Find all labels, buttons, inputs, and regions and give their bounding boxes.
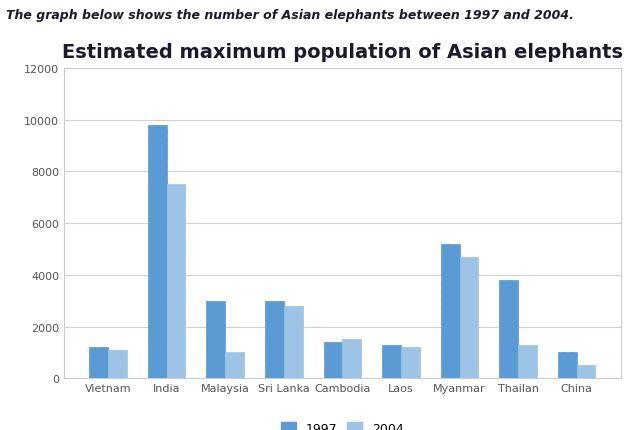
- Bar: [148, 126, 166, 378]
- Bar: [265, 301, 284, 378]
- Bar: [441, 244, 460, 378]
- Bar: [284, 306, 303, 378]
- Bar: [108, 350, 127, 378]
- Bar: [460, 257, 478, 378]
- Bar: [401, 347, 420, 378]
- Bar: [342, 340, 361, 378]
- Title: Estimated maximum population of Asian elephants: Estimated maximum population of Asian el…: [62, 43, 623, 62]
- Bar: [207, 301, 225, 378]
- Bar: [90, 347, 108, 378]
- Legend: 1997, 2004: 1997, 2004: [276, 418, 409, 430]
- Bar: [166, 185, 186, 378]
- Bar: [518, 345, 537, 378]
- Text: The graph below shows the number of Asian elephants between 1997 and 2004.: The graph below shows the number of Asia…: [6, 9, 574, 22]
- Bar: [499, 280, 518, 378]
- Bar: [324, 342, 342, 378]
- Bar: [382, 345, 401, 378]
- Bar: [558, 353, 577, 378]
- Bar: [225, 353, 244, 378]
- Bar: [577, 366, 595, 378]
